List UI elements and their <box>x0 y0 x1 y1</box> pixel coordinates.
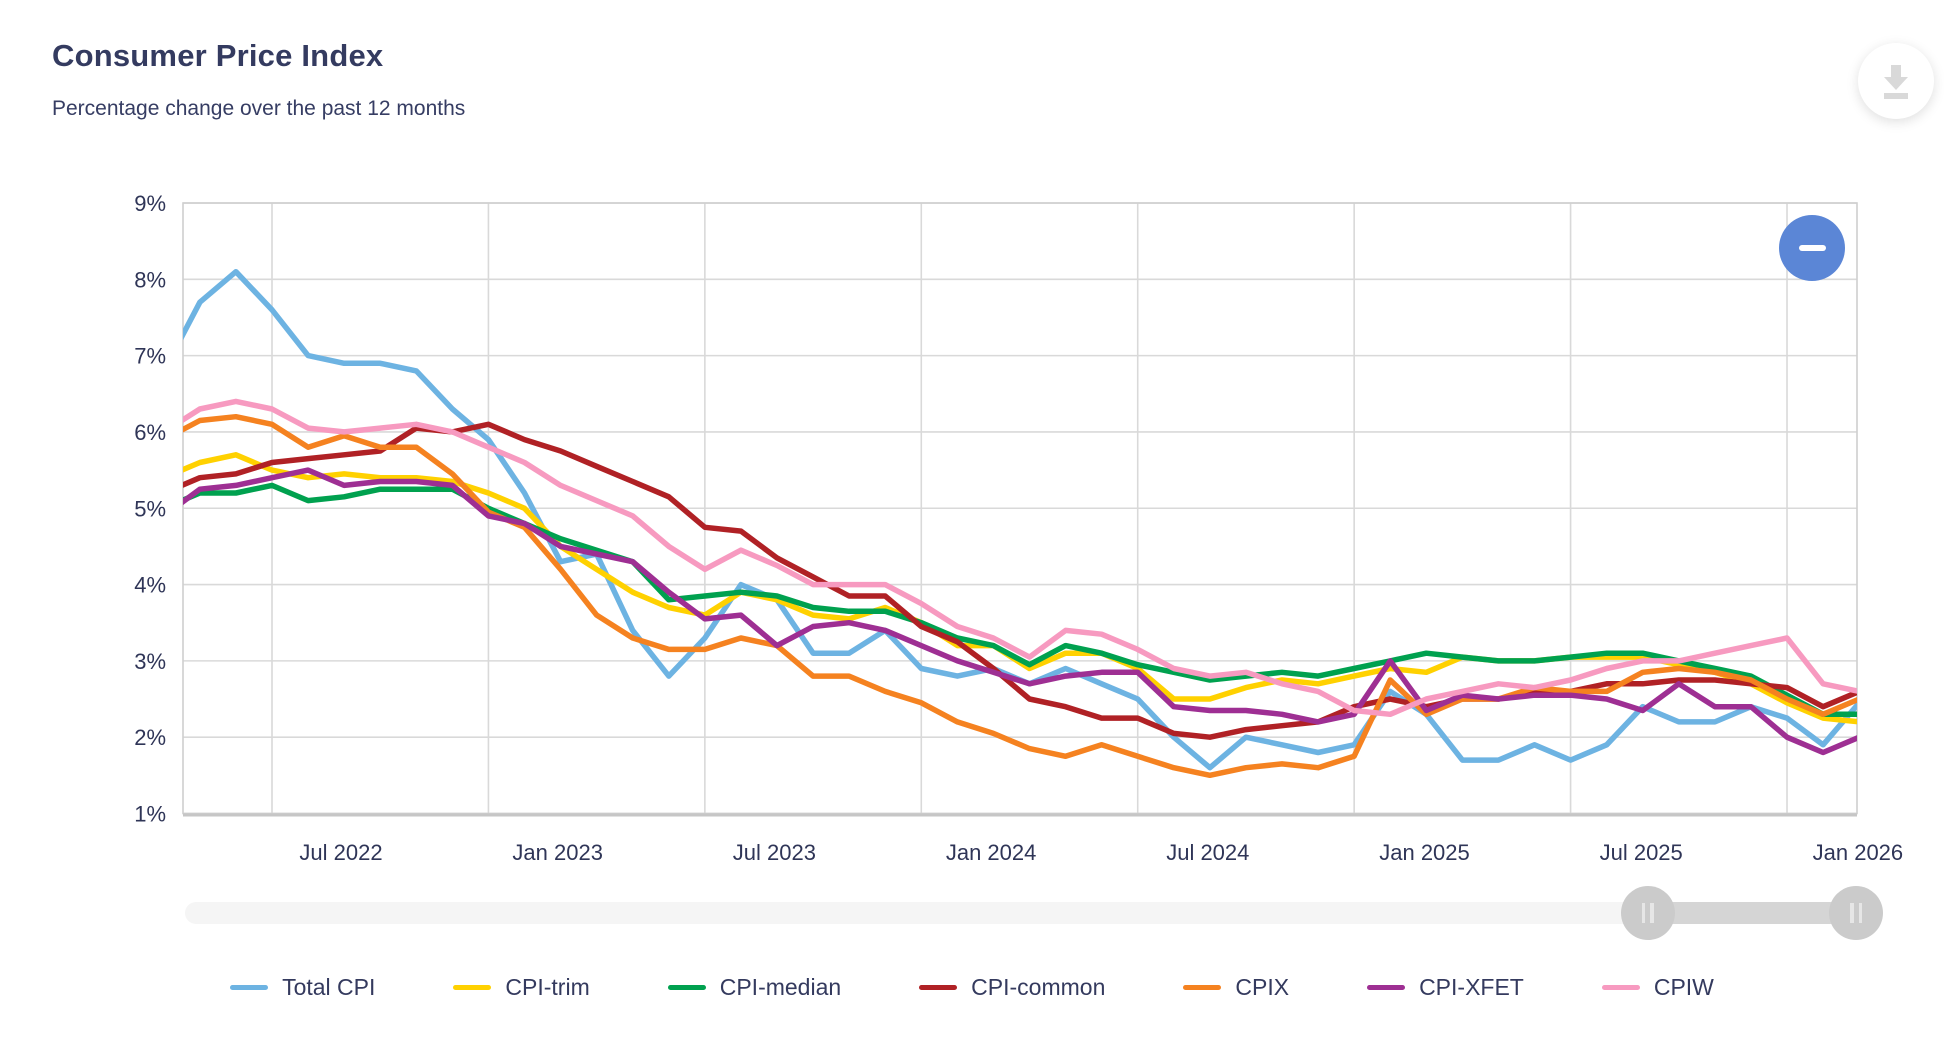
legend-item-total-cpi[interactable]: Total CPI <box>230 974 375 1001</box>
legend-label: CPI-median <box>719 974 842 1000</box>
series-line-cpix[interactable] <box>164 413 1859 779</box>
legend-item-cpi-xfet[interactable]: CPI-XFET <box>1367 974 1524 1001</box>
x-axis-label: Jul 2023 <box>733 840 816 865</box>
chart-legend: Total CPI CPI-trim CPI-median CPI-common CPI… <box>0 974 1944 1001</box>
legend-swatch <box>1601 985 1640 990</box>
slider-track[interactable] <box>185 902 1880 924</box>
slider-handle-left[interactable] <box>1620 886 1675 940</box>
x-axis-label: Jul 2022 <box>299 840 382 865</box>
x-axis-label: Jan 2026 <box>1813 840 1904 865</box>
legend-label: CPI-common <box>971 974 1106 1000</box>
legend-item-cpi-median[interactable]: CPI-median <box>667 974 842 1001</box>
y-axis-label: 8% <box>134 267 166 292</box>
legend-label: CPI-XFET <box>1419 974 1524 1000</box>
x-axis-label: Jan 2023 <box>512 840 603 865</box>
slider-handle-right[interactable] <box>1829 886 1884 940</box>
legend-swatch <box>667 985 706 990</box>
series-line-cpiw[interactable] <box>164 398 1859 718</box>
y-axis-label: 4% <box>134 573 166 598</box>
legend-item-cpi-common[interactable]: CPI-common <box>919 974 1105 1001</box>
y-axis-label: 5% <box>134 496 166 521</box>
page-subtitle: Percentage change over the past 12 month… <box>52 97 466 120</box>
legend-swatch <box>453 985 492 990</box>
x-axis-label: Jan 2025 <box>1379 840 1470 865</box>
legend-label: CPIX <box>1235 974 1290 1000</box>
x-axis-label: Jul 2024 <box>1166 840 1249 865</box>
slider-selected-range[interactable] <box>1647 902 1857 924</box>
time-range-slider[interactable] <box>185 886 1884 940</box>
legend-item-cpi-trim[interactable]: CPI-trim <box>453 974 590 1001</box>
x-axis-label: Jan 2024 <box>946 840 1037 865</box>
zoom-out-button[interactable] <box>1779 215 1845 281</box>
series-line-cpi-xfet[interactable] <box>164 467 1859 756</box>
y-axis-label: 7% <box>134 344 166 369</box>
legend-swatch <box>1367 985 1406 990</box>
download-button[interactable] <box>1858 43 1934 119</box>
y-axis-label: 3% <box>134 649 166 674</box>
y-axis-label: 2% <box>134 725 166 750</box>
legend-label: Total CPI <box>282 974 376 1000</box>
legend-swatch <box>919 985 958 990</box>
minus-icon <box>1798 245 1826 251</box>
series-line-cpi-median[interactable] <box>164 482 1859 718</box>
page-title: Consumer Price Index <box>52 38 384 73</box>
legend-swatch <box>1183 985 1222 990</box>
download-icon <box>1876 59 1916 104</box>
legend-item-cpiw[interactable]: CPIW <box>1601 974 1714 1001</box>
y-axis-label: 1% <box>134 802 166 827</box>
y-axis-label: 6% <box>134 420 166 445</box>
x-axis-label: Jul 2025 <box>1600 840 1683 865</box>
legend-swatch <box>230 985 269 990</box>
y-axis-label: 9% <box>134 191 166 216</box>
legend-label: CPI-trim <box>505 974 590 1000</box>
legend-item-cpix[interactable]: CPIX <box>1183 974 1289 1001</box>
legend-label: CPIW <box>1653 974 1714 1000</box>
